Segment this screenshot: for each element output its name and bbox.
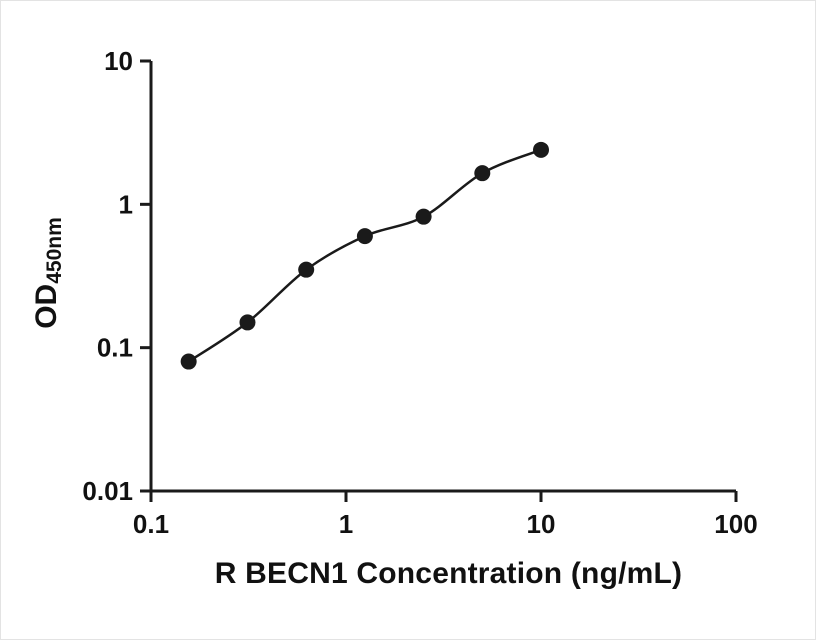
data-point bbox=[239, 314, 256, 331]
data-point bbox=[356, 228, 373, 245]
y-axis-title-sub: 450nm bbox=[42, 217, 66, 284]
y-tick-label: 0.01 bbox=[82, 476, 133, 506]
y-axis-title-main: OD bbox=[30, 283, 63, 329]
data-point bbox=[474, 165, 491, 182]
x-tick-label: 100 bbox=[714, 509, 757, 539]
x-tick-label: 0.1 bbox=[133, 509, 169, 539]
x-tick-label: 10 bbox=[527, 509, 556, 539]
data-point bbox=[415, 208, 432, 225]
y-tick-label: 0.1 bbox=[97, 333, 133, 363]
data-point bbox=[298, 261, 315, 278]
data-point bbox=[180, 353, 197, 370]
x-tick-label: 1 bbox=[339, 509, 353, 539]
y-tick-label: 10 bbox=[104, 46, 133, 76]
y-tick-label: 1 bbox=[119, 189, 133, 219]
y-axis-title: OD450nm bbox=[30, 217, 66, 329]
x-axis-title: R BECN1 Concentration (ng/mL) bbox=[214, 557, 683, 590]
fit-curve bbox=[188, 148, 542, 363]
data-point bbox=[533, 141, 549, 158]
